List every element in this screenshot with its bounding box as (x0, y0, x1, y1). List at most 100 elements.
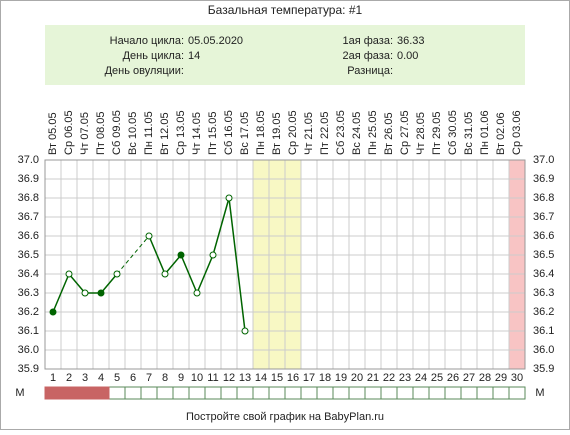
date-label: Вт 12.05 (159, 112, 171, 155)
m-cell (220, 386, 238, 400)
y2-tick-label: 35.9 (533, 363, 554, 375)
date-label: Сб 16.05 (223, 110, 235, 155)
date-label: Сб 30.05 (447, 110, 459, 155)
y-tick-label: 36.4 (18, 268, 39, 280)
m-cell (172, 386, 190, 400)
plot-border (44, 159, 526, 370)
point (193, 289, 201, 297)
m-cell (300, 386, 318, 400)
x-tick-label: 21 (367, 372, 379, 384)
gap-connector (116, 235, 150, 275)
y-tick-label: 36.5 (18, 249, 39, 261)
x-tick-label: 2 (66, 372, 72, 384)
date-label: Чт 14.05 (191, 112, 203, 155)
info-value: 36.33 (397, 35, 425, 47)
x-tick-label: 10 (191, 372, 203, 384)
x-tick-label: 5 (114, 372, 120, 384)
m-cell (124, 386, 142, 400)
m-cell (140, 386, 158, 400)
date-label: Чт 07.05 (79, 112, 91, 155)
info-value: 0.00 (397, 50, 418, 62)
date-label: Пт 22.05 (319, 111, 331, 155)
highlight-band (253, 160, 301, 369)
m-label: М (15, 387, 24, 399)
y-tick-label: 36.6 (18, 230, 39, 242)
x-tick-label: 19 (335, 372, 347, 384)
x-tick-label: 11 (207, 372, 218, 384)
date-label: Чт 21.05 (303, 112, 315, 155)
date-label: Пн 18.05 (255, 110, 267, 155)
info-label: День цикла: (123, 50, 184, 62)
date-label: Пт 15.05 (207, 111, 219, 155)
point (241, 327, 249, 335)
y2-tick-label: 36.4 (533, 268, 554, 280)
m-cell (508, 386, 526, 400)
x-tick-label: 26 (447, 372, 459, 384)
y2-tick-label: 36.9 (533, 173, 554, 185)
y2-tick-label: 36.8 (533, 192, 554, 204)
date-label: Вс 17.05 (239, 112, 251, 155)
x-tick-label: 18 (319, 372, 331, 384)
x-tick-label: 16 (287, 372, 299, 384)
x-tick-label: 6 (130, 372, 136, 384)
m-cell (348, 386, 366, 400)
m-cell (188, 386, 206, 400)
point (161, 270, 169, 278)
x-tick-label: 22 (383, 372, 395, 384)
point (65, 270, 73, 278)
x-tick-label: 14 (255, 372, 267, 384)
info-label: 2ая фаза: (342, 50, 393, 62)
date-label: Вс 24.05 (351, 112, 363, 155)
y-tick-label: 36.7 (18, 211, 39, 223)
date-label: Чт 28.05 (415, 112, 427, 155)
info-label: День овуляции: (105, 65, 184, 77)
m-cell (492, 386, 510, 400)
y-tick-label: 36.9 (18, 173, 39, 185)
x-tick-label: 23 (399, 372, 411, 384)
x-tick-label: 3 (82, 372, 88, 384)
x-tick-label: 27 (463, 372, 475, 384)
date-label: Пн 01.06 (479, 110, 491, 155)
point (177, 251, 185, 259)
y2-tick-label: 36.2 (533, 306, 554, 318)
date-label: Сб 23.05 (335, 110, 347, 155)
x-tick-label: 4 (98, 372, 104, 384)
y2-tick-label: 36.3 (533, 287, 554, 299)
m-cell (316, 386, 334, 400)
m-cell (428, 386, 446, 400)
y2-tick-label: 36.6 (533, 230, 554, 242)
point (145, 232, 153, 240)
y-tick-label: 36.3 (18, 287, 39, 299)
y-tick-label: 36.8 (18, 192, 39, 204)
x-tick-label: 12 (223, 372, 235, 384)
x-tick-label: 29 (495, 372, 507, 384)
date-label: Пт 29.05 (431, 111, 443, 155)
y2-tick-label: 36.5 (533, 249, 554, 261)
m-cell (444, 386, 462, 400)
y-tick-label: 36.2 (18, 306, 39, 318)
m-cell (156, 386, 174, 400)
y2-tick-label: 36.1 (533, 325, 554, 337)
y2-tick-label: 37.0 (533, 154, 554, 166)
m-cell (268, 386, 286, 400)
x-tick-label: 24 (415, 372, 427, 384)
info-label: 1ая фаза: (342, 35, 393, 47)
point (209, 251, 217, 259)
x-tick-label: 20 (351, 372, 363, 384)
date-label: Сб 09.05 (111, 110, 123, 155)
point (81, 289, 89, 297)
m-cell (396, 386, 414, 400)
m-cell (108, 386, 126, 400)
m-cell (252, 386, 270, 400)
m-cell (380, 386, 398, 400)
x-tick-label: 30 (511, 372, 523, 384)
date-label: Пн 25.05 (367, 110, 379, 155)
point (113, 270, 121, 278)
chart-title: Базальная температура: #1 (208, 3, 363, 17)
date-label: Ср 03.06 (511, 110, 523, 155)
m-day (44, 386, 62, 400)
x-tick-label: 8 (162, 372, 168, 384)
m-cell (476, 386, 494, 400)
info-value: 14 (188, 50, 200, 62)
